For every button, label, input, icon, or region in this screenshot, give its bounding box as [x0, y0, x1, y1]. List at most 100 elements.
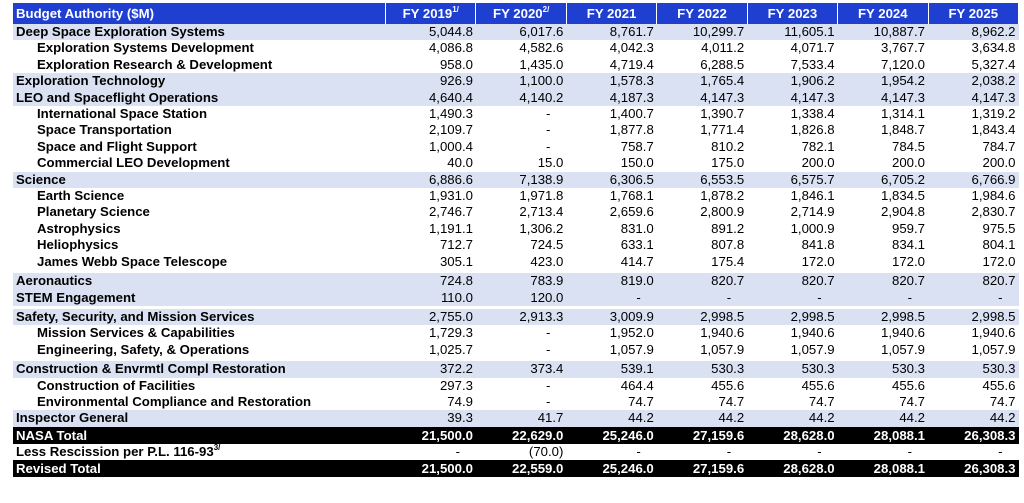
value-cell: 305.1 [385, 253, 476, 271]
table-row: Mission Services & Capabilities 1,729.3-1… [13, 325, 1019, 342]
row-label: International Space Station [13, 106, 386, 123]
value-cell: 27,159.6 [656, 426, 748, 444]
table-row: Deep Space Exploration Systems 5,044.8 6,0… [13, 24, 1019, 41]
value-cell: 1,338.4 [747, 106, 838, 123]
value-cell: 200.0 [747, 155, 838, 172]
table-body: Deep Space Exploration Systems 5,044.8 6,0… [13, 24, 1019, 478]
table-row: Space and Flight Support 1,000.4-758.7 810… [13, 138, 1019, 156]
value-cell: 958.0 [385, 56, 476, 74]
value-cell: 28,628.0 [747, 426, 838, 444]
value-cell: - [566, 443, 657, 461]
value-cell: 1,100.0 [475, 73, 567, 90]
value-cell: 455.6 [928, 377, 1019, 394]
budget-authority-table: Budget Authority ($M) FY 20191/ FY 20202… [13, 3, 1019, 478]
table-row: Safety, Security, and Mission Services 2,… [13, 308, 1019, 326]
value-cell: 455.6 [837, 377, 928, 394]
value-cell: 4,071.7 [747, 40, 838, 57]
row-label: Space Transportation [13, 122, 386, 139]
value-cell: 783.9 [475, 273, 567, 290]
value-cell: - [656, 289, 748, 306]
value-cell: 150.0 [566, 155, 657, 172]
table-row: Astrophysics 1,191.1 1,306.2 831.0 891.2 1,00… [13, 220, 1019, 238]
table-row: LEO and Spaceflight Operations 4,640.4 4,1… [13, 89, 1019, 107]
value-cell: 28,088.1 [837, 460, 928, 478]
value-cell: 1,834.5 [837, 188, 928, 205]
value-cell: 2,998.5 [837, 308, 928, 326]
table-row: STEM Engagement 110.0 120.0- - - - - [13, 289, 1019, 306]
value-cell: 4,140.2 [475, 89, 567, 107]
row-separator [13, 270, 1019, 274]
row-label: Commercial LEO Development [13, 155, 386, 172]
value-cell: 28,088.1 [837, 426, 928, 444]
value-cell: 175.0 [656, 155, 748, 172]
value-cell: 74.7 [837, 393, 928, 411]
value-cell: - [837, 289, 928, 306]
value-cell: 6,288.5 [656, 56, 748, 74]
value-cell: 6,766.9 [928, 171, 1019, 189]
value-cell: - [747, 443, 838, 461]
value-cell: 1,848.7 [837, 122, 928, 139]
value-cell: 464.4 [566, 377, 657, 394]
value-cell: 455.6 [656, 377, 748, 394]
value-cell: 2,659.6 [566, 204, 657, 221]
value-cell: 724.5 [475, 237, 567, 254]
value-cell: 4,719.4 [566, 56, 657, 74]
value-cell: 1,846.1 [747, 188, 838, 205]
value-cell: 22,559.0 [475, 460, 567, 478]
value-cell: 6,575.7 [747, 171, 838, 189]
value-cell: 21,500.0 [385, 460, 476, 478]
value-cell: 8,761.7 [566, 24, 657, 41]
value-cell: - [475, 106, 567, 123]
value-cell: 6,017.6 [475, 24, 567, 41]
value-cell: 758.7 [566, 138, 657, 156]
value-cell: 3,767.7 [837, 40, 928, 57]
value-cell: 4,187.3 [566, 89, 657, 107]
value-cell: 4,582.6 [475, 40, 567, 57]
value-cell: 4,147.3 [747, 89, 838, 107]
row-label: Aeronautics [13, 273, 386, 290]
value-cell: 820.7 [928, 273, 1019, 290]
row-label: Earth Science [13, 188, 386, 205]
row-label: LEO and Spaceflight Operations [13, 89, 386, 107]
value-cell: 1,984.6 [928, 188, 1019, 205]
value-cell: 1,954.2 [837, 73, 928, 90]
value-cell: 172.0 [837, 253, 928, 271]
value-cell: 2,998.5 [747, 308, 838, 326]
table-row: Construction & Envrmtl Compl Restoration… [13, 361, 1019, 378]
value-cell: 530.3 [837, 361, 928, 378]
value-cell: 74.7 [656, 393, 748, 411]
value-cell: 2,830.7 [928, 204, 1019, 221]
value-cell: - [566, 289, 657, 306]
table-row: Planetary Science 2,746.7 2,713.4 2,659.6 2,… [13, 204, 1019, 221]
value-cell: - [837, 443, 928, 461]
value-cell: (70.0) [475, 443, 567, 461]
value-cell: 414.7 [566, 253, 657, 271]
value-cell: 1,826.8 [747, 122, 838, 139]
row-label: James Webb Space Telescope [13, 253, 386, 271]
value-cell: 1,306.2 [475, 220, 567, 238]
value-cell: 40.0 [385, 155, 476, 172]
value-cell: 926.9 [385, 73, 476, 90]
value-cell: 74.7 [928, 393, 1019, 411]
value-cell: 1,057.9 [747, 341, 838, 359]
value-cell: 2,998.5 [656, 308, 748, 326]
value-cell: - [747, 289, 838, 306]
value-cell: 44.2 [656, 410, 748, 427]
table-row: Exploration Technology 926.9 1,100.0 1,578.… [13, 73, 1019, 90]
value-cell: 1,400.7 [566, 106, 657, 123]
table-row: Revised Total 21,500.0 22,559.0 25,246.0 27,… [13, 460, 1019, 478]
value-cell: 530.3 [656, 361, 748, 378]
value-cell: 373.4 [475, 361, 567, 378]
value-cell: 26,308.3 [928, 426, 1019, 444]
header-year-2022: FY 2022 [656, 3, 748, 24]
value-cell: 1,765.4 [656, 73, 748, 90]
value-cell: 831.0 [566, 220, 657, 238]
value-cell: 820.7 [837, 273, 928, 290]
table-row: Space Transportation 2,109.7-1,877.8 1,771… [13, 122, 1019, 139]
value-cell: 4,042.3 [566, 40, 657, 57]
row-label: Less Rescission per P.L. 116-933/ [13, 443, 386, 461]
value-cell: 6,705.2 [837, 171, 928, 189]
row-label: Inspector General [13, 410, 386, 427]
value-cell: 959.7 [837, 220, 928, 238]
value-cell: 1,906.2 [747, 73, 838, 90]
